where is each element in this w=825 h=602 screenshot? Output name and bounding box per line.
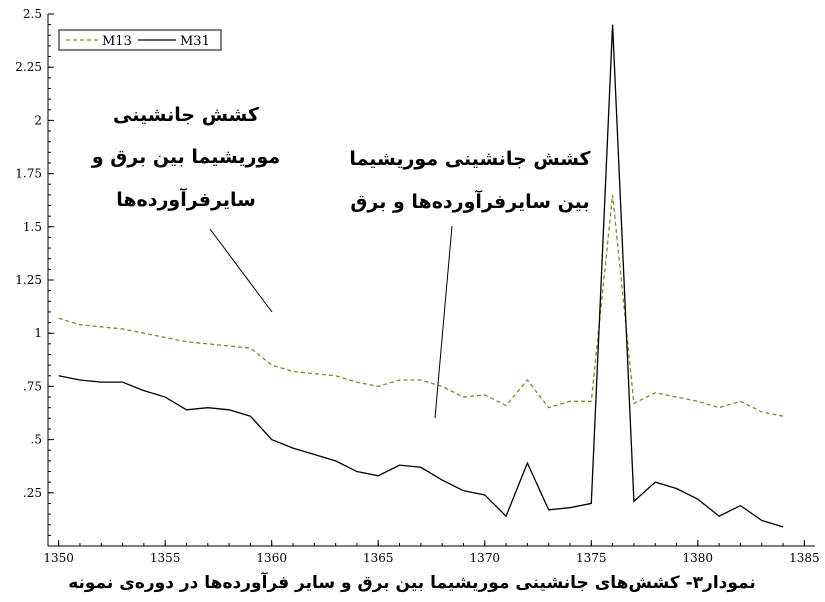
y-tick-label: 1.5 — [23, 220, 42, 234]
x-tick-label: 1380 — [683, 551, 714, 565]
legend-label-m13: M13 — [102, 34, 132, 49]
x-tick-label: 1355 — [150, 551, 181, 565]
y-tick-label: 2 — [34, 113, 42, 127]
x-tick-label: 1360 — [256, 551, 287, 565]
annotation-right-line-1: کشش جانشینی موریشیما — [349, 148, 591, 170]
annotation-right-pointer — [434, 225, 453, 419]
y-tick-label: 1.25 — [15, 273, 42, 287]
annotation-right-line-2: بین سایرفرآورده‌ها و برق — [350, 189, 589, 213]
annotation-left-line-2: موریشیما بین برق و — [91, 146, 280, 168]
x-tick-label: 1375 — [576, 551, 607, 565]
y-tick-label: 2.25 — [15, 60, 42, 74]
annotation-left-line-3: سایرفرآورده‌ها — [116, 187, 256, 211]
x-tick-label: 1350 — [43, 551, 74, 565]
y-tick-label: .5 — [31, 433, 42, 447]
x-tick-label: 1370 — [469, 551, 500, 565]
y-tick-label: .25 — [23, 486, 42, 500]
y-tick-label: 1 — [34, 326, 42, 340]
series-line-m31 — [58, 24, 784, 528]
series-layer — [58, 24, 784, 528]
annotation-layer: کشش جانشینی موریشیما بین برق و سایرفرآور… — [91, 104, 592, 419]
series-line-m13 — [58, 194, 784, 417]
legend: M13 M31 — [58, 29, 222, 51]
axes: .25 .5 .75 1 1.25 1.5 1.75 2 2.25 2.5 1350 1355 1360… — [15, 7, 819, 565]
y-tick-label: 2.5 — [23, 7, 42, 21]
chart-caption: نمودار۳- کشش‌های جانشینی موریشیما بین بر… — [68, 571, 756, 593]
y-tick-label: .75 — [23, 379, 42, 393]
x-tick-label: 1385 — [789, 551, 820, 565]
legend-label-m31: M31 — [180, 34, 210, 49]
annotation-left-line-1: کشش جانشینی — [113, 104, 260, 126]
annotation-left-pointer — [209, 228, 273, 313]
x-tick-label: 1365 — [363, 551, 394, 565]
y-tick-label: 1.75 — [15, 167, 42, 181]
